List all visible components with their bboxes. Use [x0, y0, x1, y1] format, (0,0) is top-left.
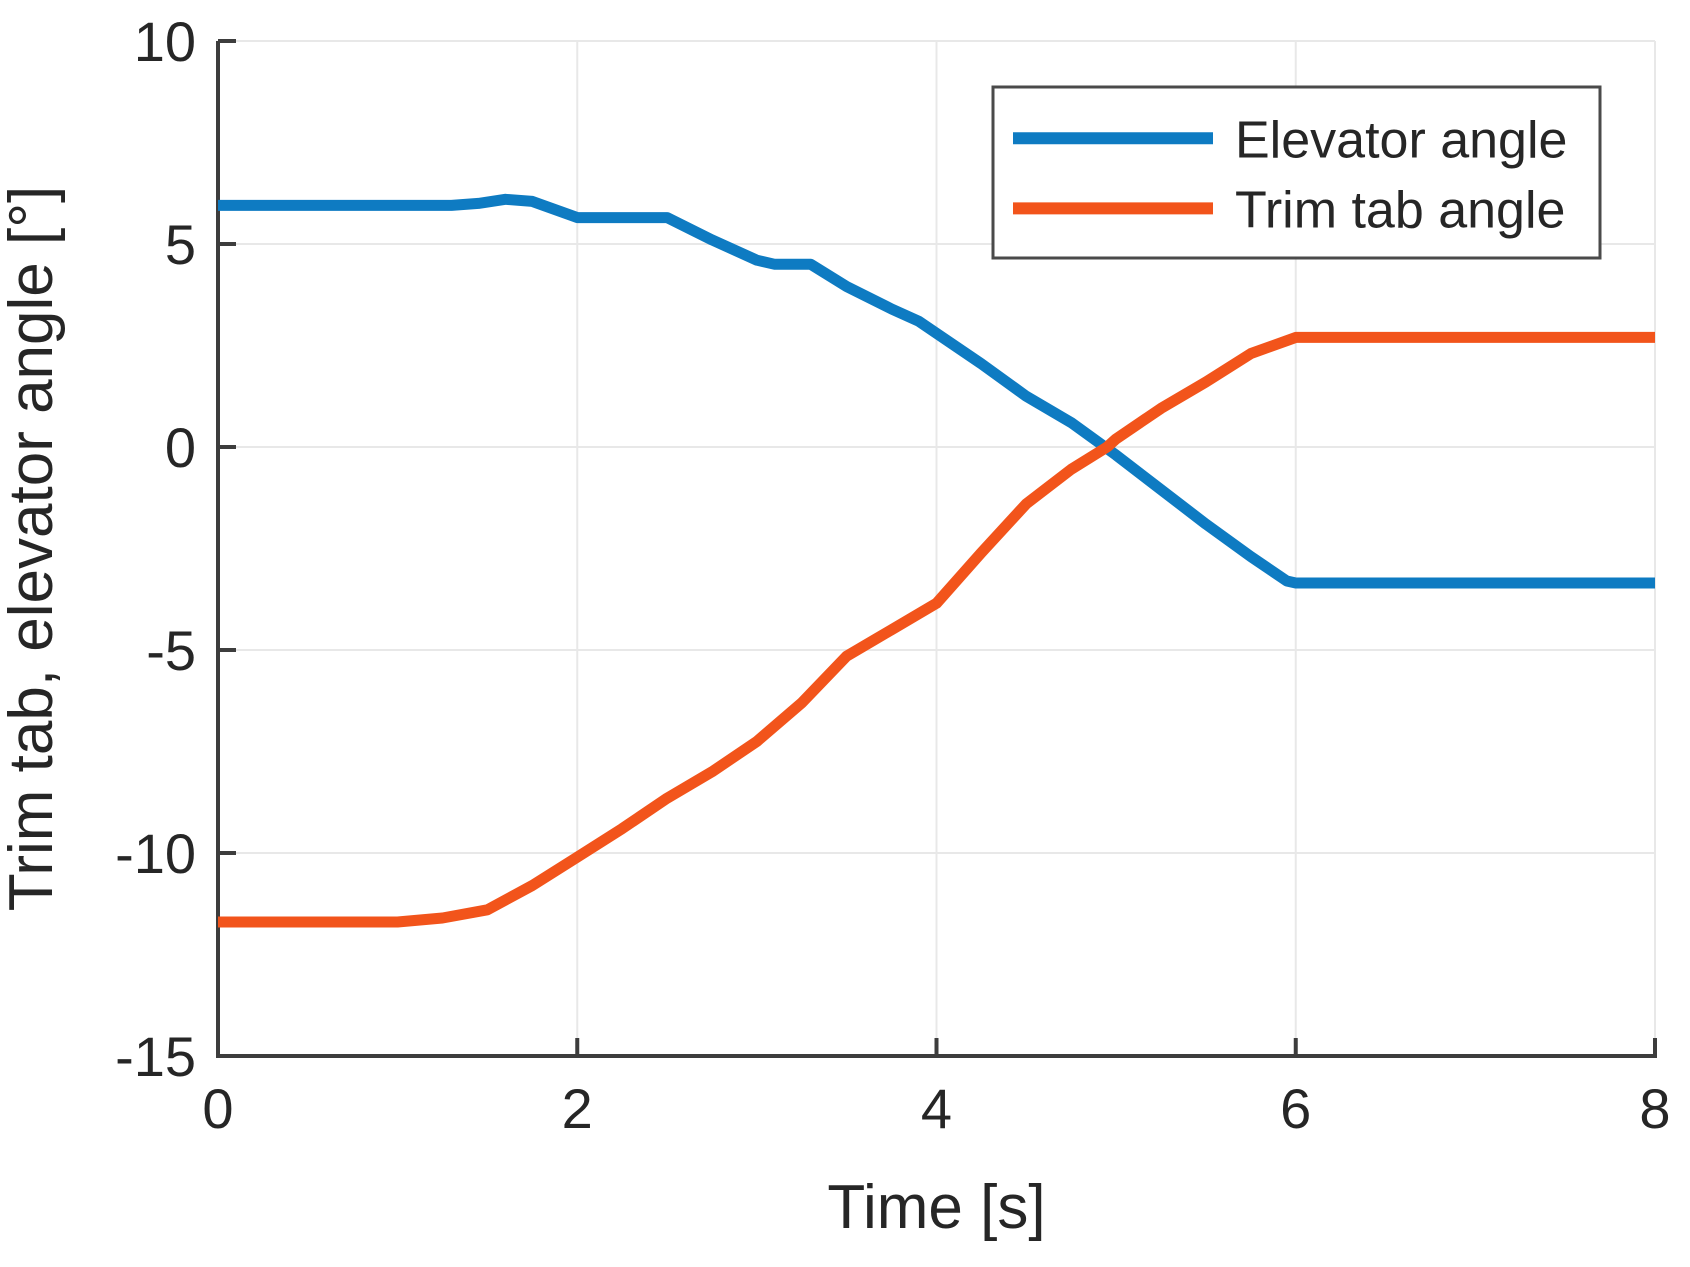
legend-label-elevator-angle: Elevator angle: [1235, 111, 1567, 169]
tick-labels: 0 2 4 6 8 -15 -10 -5 0 5 10: [115, 10, 1671, 1140]
x-tick-label: 6: [1280, 1077, 1311, 1140]
y-tick-label: -10: [115, 822, 196, 885]
legend-box: [991, 85, 1602, 260]
y-tick-label: -5: [146, 619, 196, 682]
data-series: [218, 193, 1655, 928]
legend: Elevator angle Trim tab angle: [991, 85, 1602, 260]
y-tick-label: 5: [165, 213, 196, 276]
x-tick-label: 0: [202, 1077, 233, 1140]
series-line-trim-tab-angle: [218, 331, 1655, 928]
x-tick-label: 2: [562, 1077, 593, 1140]
x-axis-label: Time [s]: [827, 1173, 1045, 1242]
y-tick-label: -15: [115, 1025, 196, 1088]
y-tick-label: 0: [165, 416, 196, 479]
x-tick-label: 4: [921, 1077, 952, 1140]
series-line-elevator-angle: [218, 193, 1655, 589]
y-axis-label: Trim tab, elevator angle [°]: [0, 186, 66, 911]
legend-label-trim-tab-angle: Trim tab angle: [1235, 181, 1565, 239]
y-tick-label: 10: [134, 10, 196, 73]
x-tick-label: 8: [1639, 1077, 1670, 1140]
